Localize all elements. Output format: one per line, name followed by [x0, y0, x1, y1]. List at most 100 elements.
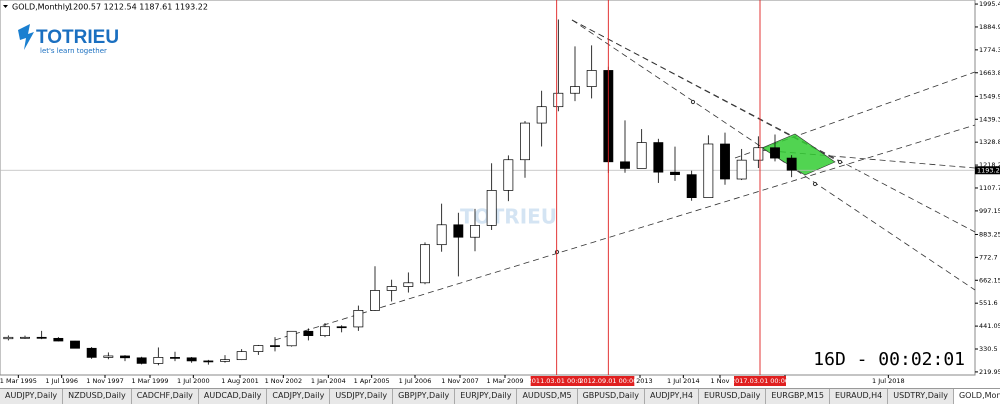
tab[interactable]: AUDJPY,H4	[645, 389, 699, 404]
y-tick-label: 662.15	[979, 276, 1000, 284]
logo-icon	[18, 24, 34, 50]
y-tick-label: 997.15	[979, 207, 1000, 215]
tab[interactable]: AUDCAD,Daily	[199, 389, 268, 404]
candle-body	[770, 147, 780, 159]
x-tick-label: 1 Jul 1996	[45, 377, 78, 385]
plot-frame	[0, 0, 976, 376]
candle-body	[670, 171, 680, 176]
logo: TOTRIEU let's learn together	[18, 24, 119, 55]
x-tick-label: 1 Mar 1995	[0, 377, 37, 385]
current-price-label: 1193.22	[977, 166, 1000, 174]
candle-body	[386, 286, 397, 291]
anchor-point	[837, 159, 843, 165]
tab[interactable]: AUDJPY,Daily	[0, 389, 64, 404]
candle-body	[420, 244, 430, 284]
candle-body	[520, 122, 530, 161]
x-tick-label: 1 Nov 2007	[441, 377, 479, 385]
y-tick-label: 1107.7	[979, 184, 1000, 192]
candle-body	[186, 357, 197, 362]
candle-body	[170, 357, 180, 359]
tab[interactable]: EURGBP,M15	[766, 389, 830, 404]
candle-body	[636, 142, 647, 169]
candle-body	[470, 225, 480, 238]
tab[interactable]: USDTRY,Daily	[888, 389, 954, 404]
header-arrow	[3, 5, 8, 8]
tab-bar: AUDJPY,Daily NZDUSD,Daily CADCHF,Daily AUDC…	[0, 388, 1000, 404]
x-tick-label: 1 Aug 2001	[221, 377, 259, 385]
candle-body	[353, 310, 364, 328]
candle-body	[36, 336, 47, 339]
x-tick-label: 1 Nov	[711, 377, 730, 385]
y-tick-label: 1884.9	[979, 23, 1000, 31]
candle-body	[436, 224, 447, 246]
candle-body	[120, 355, 130, 359]
y-tick-label: 1328.8	[979, 138, 1000, 146]
logo-name: TOTRIEU	[36, 27, 119, 48]
candle-body	[620, 161, 630, 169]
y-tick-label: 1549.9	[979, 92, 1000, 100]
candle-body	[586, 70, 597, 87]
candle-body	[786, 157, 797, 171]
candle-body	[686, 174, 697, 199]
vertical-line-label: 2011.03.01 00:00	[528, 377, 586, 385]
y-tick-label: 883.25	[979, 230, 1000, 238]
tab[interactable]: EURJPY,Daily	[455, 389, 518, 404]
tab[interactable]: GBPJPY,Daily	[393, 389, 456, 404]
countdown: 16D - 00:02:01	[813, 349, 965, 370]
x-tick-label: 1 Nov 1997	[86, 377, 124, 385]
y-tick-label: 441.05	[979, 322, 1000, 330]
chart: GOLD,Monthly 1200.57 1212.54 1187.61 119…	[0, 0, 1000, 386]
x-tick-label: 1 Jan 2004	[311, 377, 346, 385]
trendline	[274, 124, 976, 341]
tab[interactable]: CADJPY,Daily	[267, 389, 331, 404]
candle-body	[303, 330, 314, 336]
candle-body	[503, 159, 514, 191]
tab[interactable]: USDJPY,Daily	[330, 389, 394, 404]
x-tick-label: ar 2013	[627, 377, 652, 385]
candle-body	[20, 336, 30, 339]
chart-header-symbol: GOLD,Monthly	[12, 3, 70, 12]
x-tick-label: 1 Apr 2005	[354, 377, 390, 385]
current-price-box	[975, 166, 1000, 175]
candle-body	[86, 347, 97, 358]
vertical-line-label: 2012.09.01 00:00	[579, 377, 637, 385]
y-tick-label: 330.5	[979, 345, 998, 353]
x-tick-label: 1 Nov 2002	[265, 377, 303, 385]
candle-body	[103, 355, 114, 358]
candle-body	[753, 147, 764, 161]
x-tick-label: 1 Jul 2018	[872, 377, 905, 385]
x-tick-label: 1 Jul 2006	[399, 377, 432, 385]
candle-body	[3, 336, 14, 340]
vertical-line-label-box	[734, 376, 786, 386]
vertical-line-label-box	[582, 376, 635, 386]
tab[interactable]: GOLD,Monthly	[953, 389, 1000, 404]
candle-body	[136, 357, 147, 364]
candle-body	[736, 159, 747, 180]
y-tick-label: 1439.35	[979, 115, 1000, 123]
tab[interactable]: CADCHF,Daily	[132, 389, 199, 404]
candle-body	[53, 337, 64, 342]
candle-body	[570, 86, 580, 94]
candle-body	[220, 359, 230, 362]
candle-body	[370, 290, 380, 311]
candle-body	[203, 360, 214, 363]
tab[interactable]: GBPUSD,Daily	[578, 389, 645, 404]
tab[interactable]: EURAUD,H4	[830, 389, 889, 404]
x-tick-label: 1 Jul 2000	[177, 377, 210, 385]
y-tick-label: 1774.35	[979, 46, 1000, 54]
chart-header-ohlc: 1200.57 1212.54 1187.61 1193.22	[68, 3, 208, 12]
vertical-line-label: 2017.03.01 00:00	[731, 377, 789, 385]
tab[interactable]: NZDUSD,Daily	[63, 389, 132, 404]
candle-body	[486, 190, 497, 226]
x-tick-label: 1 Mar 1999	[131, 377, 168, 385]
anchor-point	[812, 181, 818, 187]
candle-body	[536, 106, 547, 124]
tab[interactable]: EURUSD,Daily	[699, 389, 767, 404]
y-tick-label: 551.6	[979, 299, 998, 307]
candle-body	[320, 326, 330, 336]
tab[interactable]: AUDUSD,M5	[517, 389, 578, 404]
candle-body	[336, 326, 347, 329]
candle-body	[70, 340, 80, 349]
candle-body	[553, 92, 564, 108]
candle-body	[153, 357, 164, 364]
